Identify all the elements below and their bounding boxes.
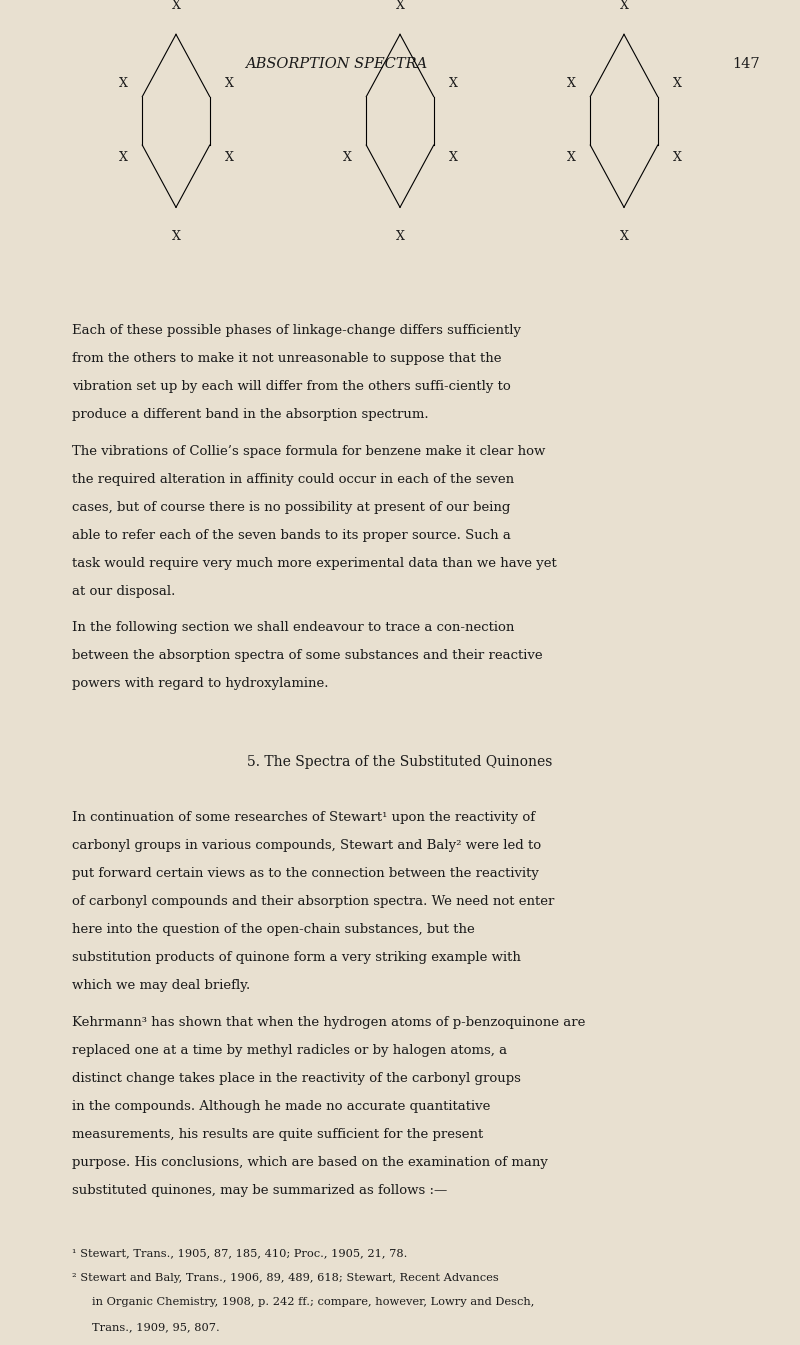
Text: powers with regard to hydroxylamine.: powers with regard to hydroxylamine. xyxy=(72,677,329,690)
Text: 5. The Spectra of the Substituted Quinones: 5. The Spectra of the Substituted Quinon… xyxy=(247,756,553,769)
Text: substitution products of quinone form a very striking example with: substitution products of quinone form a … xyxy=(72,951,521,964)
Text: from the others to make it not unreasonable to suppose that the: from the others to make it not unreasona… xyxy=(72,352,502,366)
Text: in Organic Chemistry, 1908, p. 242 ff.; compare, however, Lowry and Desch,: in Organic Chemistry, 1908, p. 242 ff.; … xyxy=(92,1297,534,1307)
Text: X: X xyxy=(619,230,629,243)
Text: X: X xyxy=(673,78,682,90)
Text: the required alteration in affinity could occur in each of the seven: the required alteration in affinity coul… xyxy=(72,472,514,486)
Text: at our disposal.: at our disposal. xyxy=(72,585,175,597)
Text: Each of these possible phases of linkage-change differs sufficiently: Each of these possible phases of linkage… xyxy=(72,324,521,338)
Text: X: X xyxy=(566,78,575,90)
Text: X: X xyxy=(449,78,458,90)
Text: X: X xyxy=(673,151,682,164)
Text: measurements, his results are quite sufficient for the present: measurements, his results are quite suff… xyxy=(72,1127,483,1141)
Text: task would require very much more experimental data than we have yet: task would require very much more experi… xyxy=(72,557,557,570)
Text: X: X xyxy=(225,78,234,90)
Text: X: X xyxy=(118,151,127,164)
Text: purpose. His conclusions, which are based on the examination of many: purpose. His conclusions, which are base… xyxy=(72,1155,548,1169)
Text: put forward certain views as to the connection between the reactivity: put forward certain views as to the conn… xyxy=(72,868,539,881)
Text: in the compounds. Although he made no accurate quantitative: in the compounds. Although he made no ac… xyxy=(72,1100,490,1112)
Text: distinct change takes place in the reactivity of the carbonyl groups: distinct change takes place in the react… xyxy=(72,1072,521,1084)
Text: X: X xyxy=(449,151,458,164)
Text: cases, but of course there is no possibility at present of our being: cases, but of course there is no possibi… xyxy=(72,500,510,514)
Text: Kehrmann³ has shown that when the hydrogen atoms of p-benzoquinone are: Kehrmann³ has shown that when the hydrog… xyxy=(72,1015,586,1029)
Text: X: X xyxy=(619,0,629,12)
Text: X: X xyxy=(342,151,351,164)
Text: vibration set up by each will differ from the others suffi­ciently to: vibration set up by each will differ fro… xyxy=(72,381,510,393)
Text: Trans., 1909, 95, 807.: Trans., 1909, 95, 807. xyxy=(92,1322,220,1332)
Text: ABSORPTION SPECTRA: ABSORPTION SPECTRA xyxy=(245,58,427,71)
Text: The vibrations of Collie’s space formula for benzene make it clear how: The vibrations of Collie’s space formula… xyxy=(72,445,546,457)
Text: X: X xyxy=(395,0,405,12)
Text: able to refer each of the seven bands to its proper source. Such a: able to refer each of the seven bands to… xyxy=(72,529,511,542)
Text: carbonyl groups in various compounds, Stewart and Baly² were led to: carbonyl groups in various compounds, St… xyxy=(72,839,541,853)
Text: which we may deal briefly.: which we may deal briefly. xyxy=(72,979,250,993)
Text: X: X xyxy=(171,0,181,12)
Text: X: X xyxy=(566,151,575,164)
Text: X: X xyxy=(171,230,181,243)
Text: of carbonyl compounds and their absorption spectra. We need not enter: of carbonyl compounds and their absorpti… xyxy=(72,896,554,908)
Text: ² Stewart and Baly, Trans., 1906, 89, 489, 618; Stewart, Recent Advances: ² Stewart and Baly, Trans., 1906, 89, 48… xyxy=(72,1272,498,1283)
Text: here into the question of the open-chain substances, but the: here into the question of the open-chain… xyxy=(72,923,474,936)
Text: between the absorption spectra of some substances and their reactive: between the absorption spectra of some s… xyxy=(72,650,542,662)
Text: X: X xyxy=(395,230,405,243)
Text: 147: 147 xyxy=(732,58,760,71)
Text: X: X xyxy=(118,78,127,90)
Text: produce a different band in the absorption spectrum.: produce a different band in the absorpti… xyxy=(72,409,429,421)
Text: replaced one at a time by methyl radicles or by halogen atoms, a: replaced one at a time by methyl radicle… xyxy=(72,1044,507,1057)
Text: substituted quinones, may be summarized as follows :—: substituted quinones, may be summarized … xyxy=(72,1184,447,1197)
Text: X: X xyxy=(225,151,234,164)
Text: In the following section we shall endeavour to trace a con­nection: In the following section we shall endeav… xyxy=(72,621,514,633)
Text: In continuation of some researches of Stewart¹ upon the reactivity of: In continuation of some researches of St… xyxy=(72,811,535,824)
Text: ¹ Stewart, Trans., 1905, 87, 185, 410; Proc., 1905, 21, 78.: ¹ Stewart, Trans., 1905, 87, 185, 410; P… xyxy=(72,1248,407,1258)
